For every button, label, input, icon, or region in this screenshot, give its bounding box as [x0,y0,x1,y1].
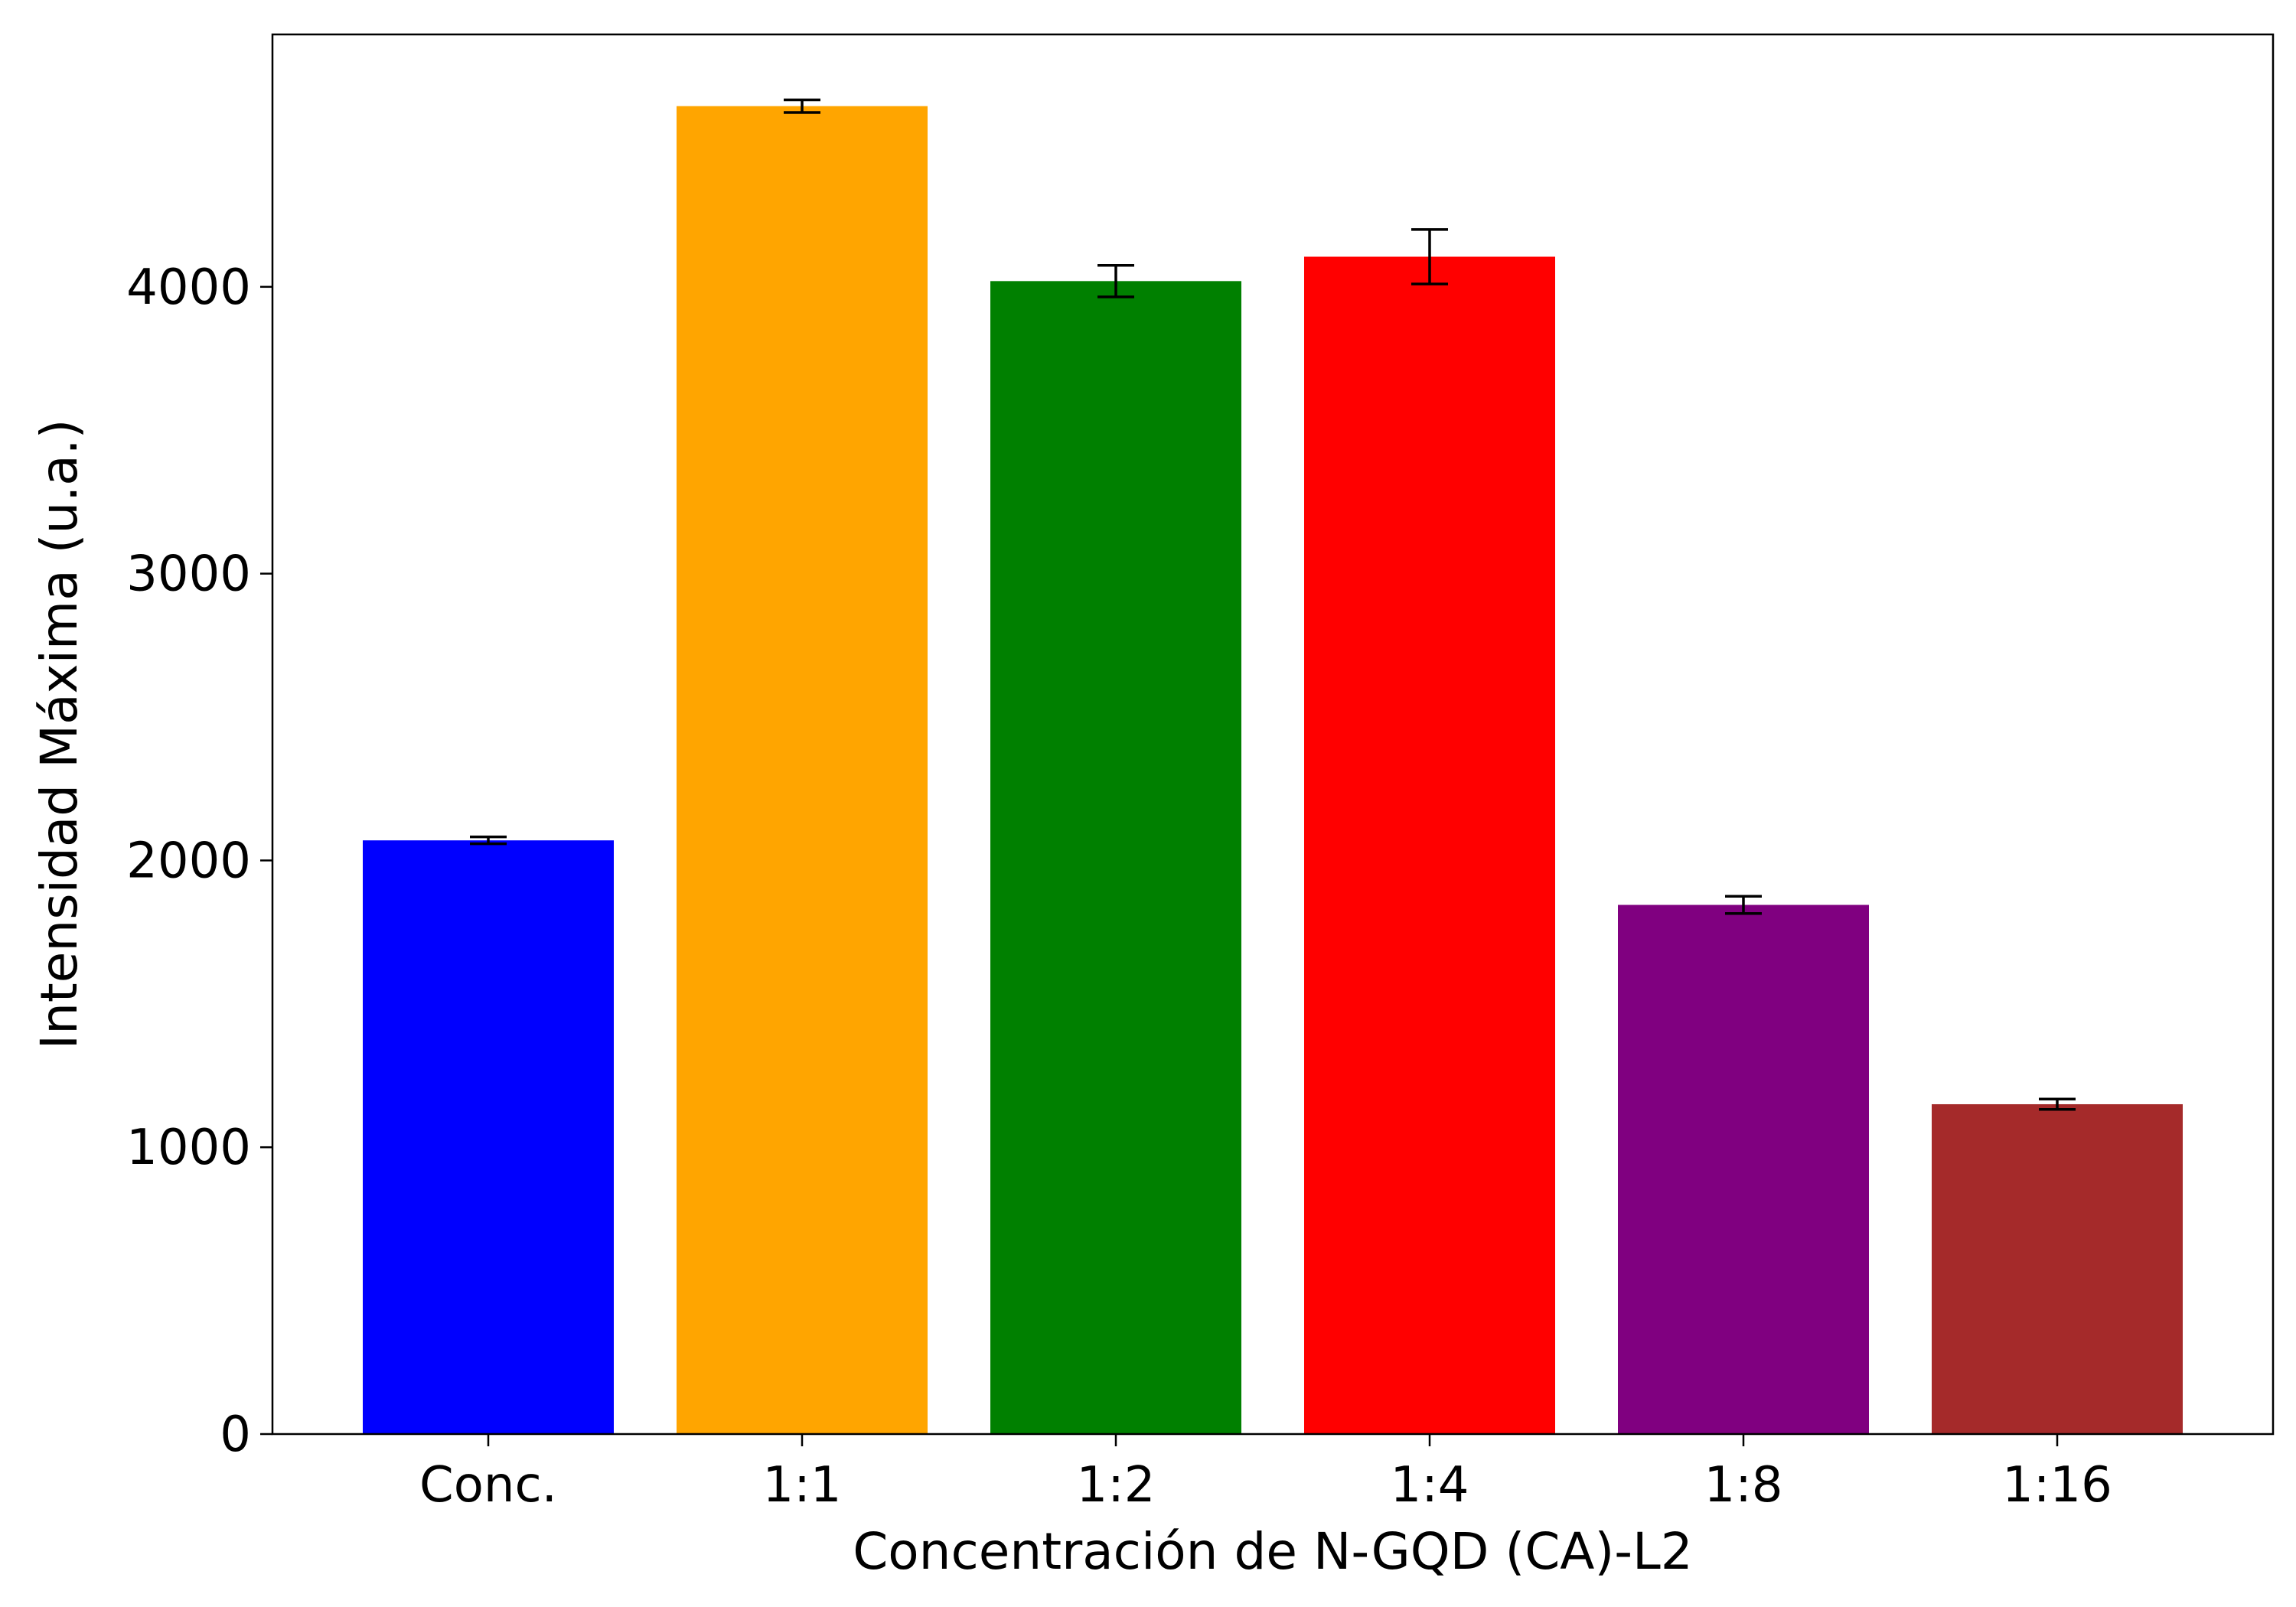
bar-2 [990,281,1241,1435]
bars-group [363,106,2183,1435]
x-axis-label: Concentración de N-GQD (CA)-L2 [853,1522,1693,1581]
error-bar-2 [1097,263,1134,298]
bar-0 [363,840,614,1434]
x-tick-label: 1:16 [2002,1457,2112,1514]
bar-5 [1932,1103,2183,1434]
y-axis-ticks: 0 1000 2000 3000 4000 [126,259,272,1463]
x-tick-label: 1:1 [763,1457,842,1514]
bar-3 [1304,256,1555,1434]
y-tick-label: 0 [220,1407,251,1463]
error-bar-5 [2039,1097,2076,1111]
error-bar-0 [470,835,507,846]
y-tick-label: 4000 [126,259,251,316]
error-bar-3 [1411,228,1448,285]
error-bars-group [470,98,2076,1111]
y-axis-label: Intensidad Máxima (u.a.) [30,419,89,1050]
bar-4 [1618,905,1869,1434]
error-bar-4 [1725,895,1762,915]
error-bar-1 [784,98,820,114]
y-tick-label: 2000 [126,833,251,889]
y-tick-label: 1000 [126,1120,251,1176]
y-tick-label: 3000 [126,546,251,603]
x-tick-label: 1:4 [1391,1457,1469,1514]
x-tick-label: 1:2 [1077,1457,1156,1514]
bar-1 [677,106,928,1435]
x-tick-label: 1:8 [1704,1457,1783,1514]
plot-frame [271,33,2275,1436]
x-axis-ticks: Conc. 1:1 1:2 1:4 1:8 1:16 [419,1434,2112,1514]
x-tick-label: Conc. [419,1457,557,1514]
